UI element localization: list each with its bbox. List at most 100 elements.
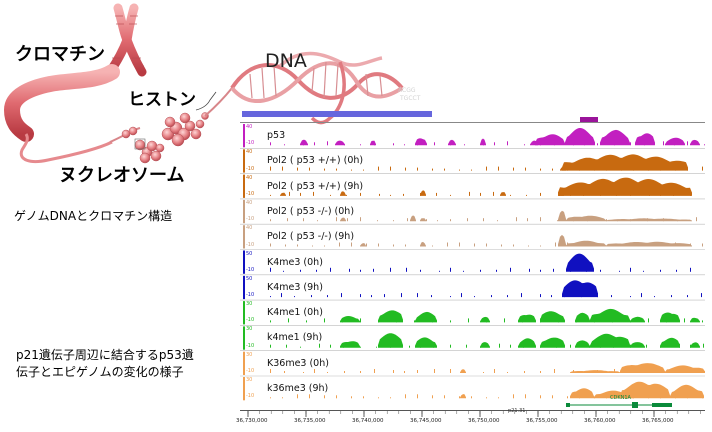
signal-noise (417, 167, 418, 171)
signal-noise (486, 243, 487, 247)
signal-noise (311, 295, 312, 298)
signal-noise (417, 370, 418, 373)
track-name: Pol2 ( p53 -/-) (0h) (267, 205, 355, 217)
signal-peak (340, 316, 360, 323)
signal-peak (480, 316, 490, 323)
signal-noise (497, 220, 498, 222)
chromosome-icon (105, 3, 147, 77)
signal-peak (480, 342, 490, 348)
track-axis (243, 174, 245, 198)
signal-noise (283, 270, 284, 272)
signal-noise (486, 166, 487, 171)
chromatin-label: クロマチン (15, 44, 105, 65)
signal-noise (282, 397, 283, 399)
signal-peak (480, 138, 486, 146)
signal-noise (405, 244, 406, 247)
signal-noise (405, 167, 406, 171)
signal-noise (513, 167, 514, 171)
ruler-ticks (247, 411, 701, 417)
signal-peak (340, 341, 360, 348)
signal-noise (471, 169, 472, 171)
signal-noise (404, 371, 405, 373)
signal-noise (450, 320, 451, 323)
track-name: Pol2 ( p53 +/+) (9h) (267, 180, 364, 192)
signal-noise (384, 294, 385, 298)
signal-noise (403, 193, 404, 196)
track-name: K4me3 (9h) (267, 281, 323, 293)
signal-noise (407, 218, 408, 222)
signal-noise (317, 220, 318, 222)
signal-noise (270, 296, 271, 298)
track-labels: p53 40 -10 Pol2 ( p53 +/+) (0h) 40 -10 Pol2 ( … (240, 123, 705, 401)
signal-peak (606, 241, 692, 247)
signal-peak (570, 388, 594, 399)
signal-peak (690, 317, 700, 323)
signal-noise (432, 168, 433, 171)
track-axis (243, 377, 245, 401)
signal-noise (447, 242, 448, 247)
signal-noise (270, 320, 271, 323)
signal-noise (393, 370, 394, 373)
signal-noise (630, 296, 631, 298)
signal-noise (351, 169, 352, 171)
signal-noise (439, 270, 440, 272)
signal-noise (501, 244, 502, 247)
track-scale-label: 40 (246, 124, 253, 130)
signal-noise (324, 168, 325, 171)
signal-noise (510, 267, 511, 272)
track-scale-label: 30 (246, 351, 253, 358)
histone-label: ヒストン (128, 90, 196, 110)
signal-peak (566, 253, 594, 272)
signal-noise (702, 166, 703, 171)
track-scale-label: 30 (246, 377, 253, 383)
signal-peak (280, 192, 286, 196)
signal-peak (558, 234, 566, 247)
signal-noise (483, 218, 484, 222)
track-name: p53 (267, 130, 286, 141)
signal-peak (378, 333, 403, 348)
signal-noise (496, 269, 497, 272)
signal-noise (270, 344, 271, 348)
signal-noise (378, 397, 379, 399)
signal-noise (696, 217, 697, 222)
signal-noise (528, 245, 529, 247)
chromosome-region-mark (580, 117, 598, 122)
signal-noise (459, 242, 460, 247)
signal-noise (303, 218, 304, 222)
signal-noise (360, 371, 361, 373)
signal-noise (510, 194, 511, 196)
track-scale-label: 40 (246, 199, 253, 206)
signal-noise (684, 318, 685, 323)
signal-peak (340, 191, 346, 196)
track-scale-label: 40 (246, 174, 253, 181)
signal-noise (282, 166, 283, 171)
signal-noise (630, 267, 631, 272)
svg-text:ACGG: ACGG (398, 87, 416, 94)
signal-noise (431, 295, 432, 298)
signal-noise (459, 169, 460, 171)
signal-peak (420, 218, 426, 222)
signal-noise (432, 245, 433, 247)
track-name: K4me1 (0h) (267, 307, 323, 319)
track-scale-label: -10 (246, 317, 255, 324)
signal-noise (420, 269, 421, 272)
signal-noise (432, 395, 433, 399)
signal-noise (499, 343, 500, 348)
signal-noise (690, 267, 691, 272)
signal-noise (526, 194, 527, 196)
signal-noise (393, 143, 394, 146)
signal-noise (270, 369, 271, 373)
signal-noise (297, 167, 298, 171)
cytoband-label: p21.31 (508, 408, 526, 414)
signal-peak (535, 134, 565, 146)
track-axis (243, 225, 245, 249)
signal-noise (319, 343, 320, 348)
signal-noise (300, 346, 301, 348)
signal-noise (270, 243, 271, 247)
signal-peak (518, 338, 536, 348)
ruler-label: 36,745,000 (410, 418, 442, 424)
signal-noise (390, 397, 391, 399)
signal-noise (525, 394, 526, 399)
signal-peak (540, 337, 565, 348)
